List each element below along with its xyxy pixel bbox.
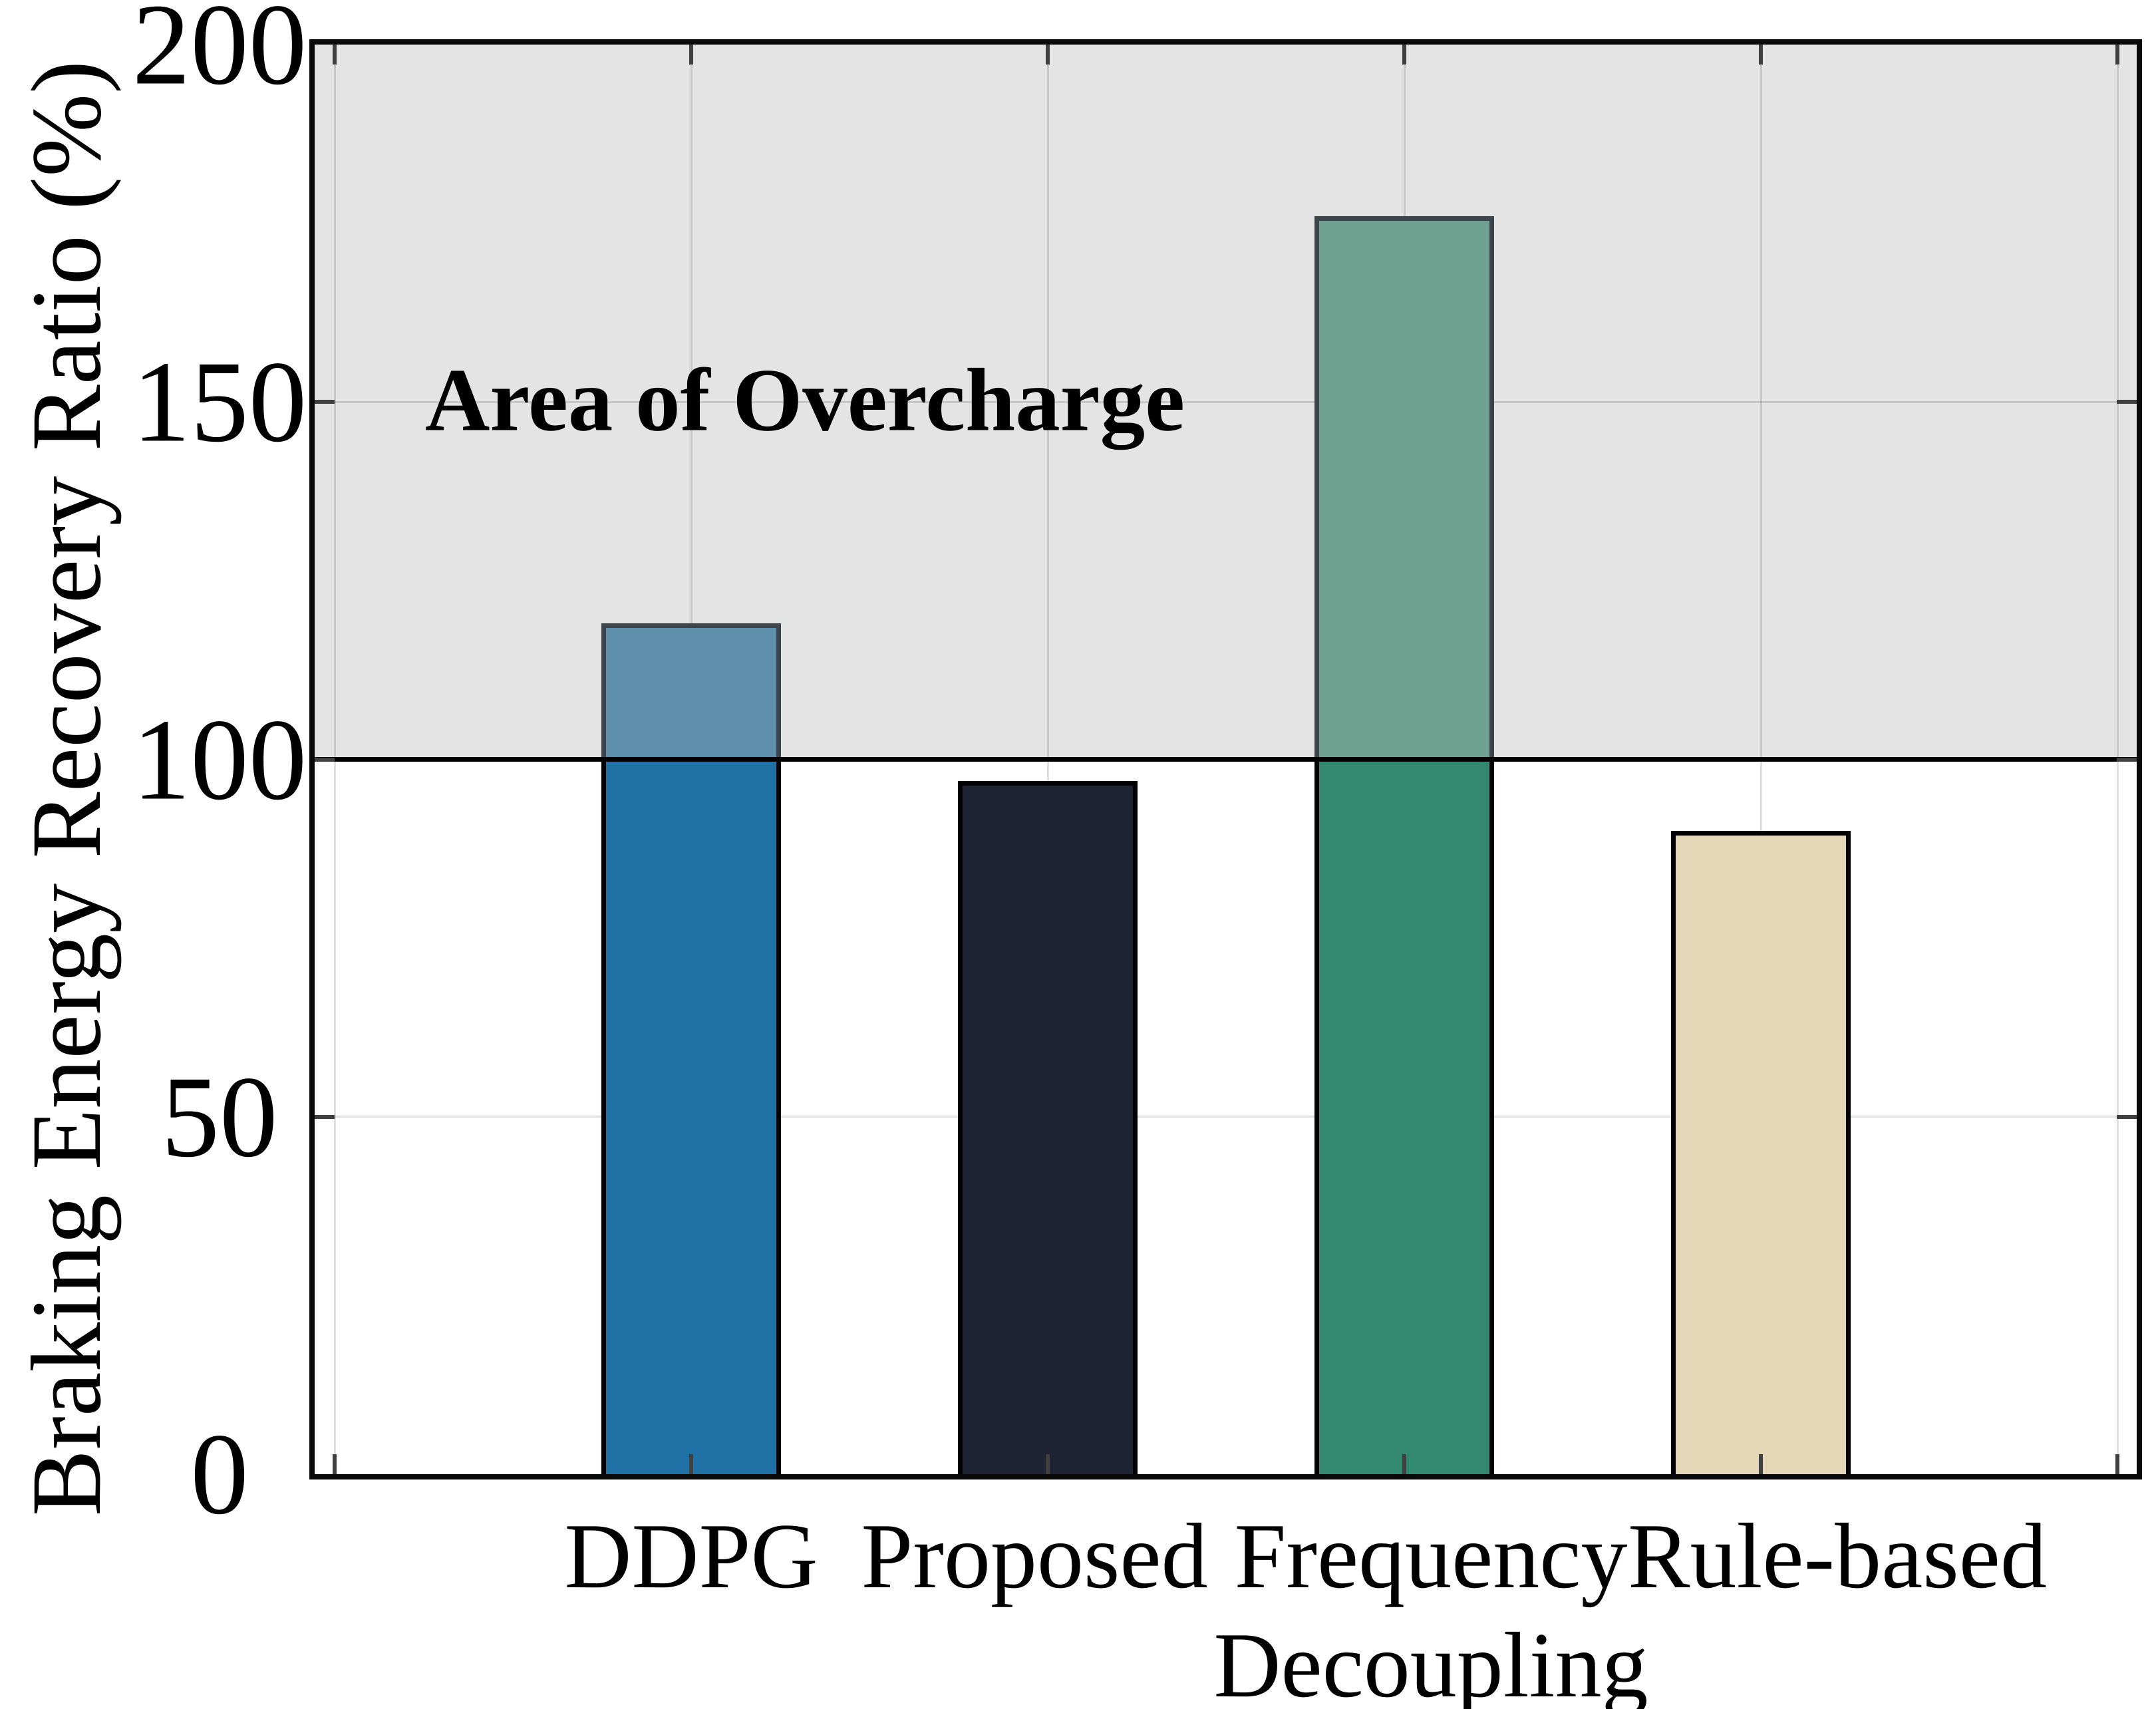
tick-mark [2117, 400, 2137, 404]
tick-mark [2115, 45, 2119, 65]
bar-fill [958, 780, 1138, 1474]
x-tick-label-line: DDPG [564, 1505, 818, 1608]
bar-segment-above-threshold [1314, 216, 1494, 760]
tick-mark [2115, 1454, 2119, 1474]
tick-mark [2117, 1114, 2137, 1119]
bar-segment-below-threshold [601, 759, 781, 1474]
tick-mark [1759, 1454, 1763, 1474]
bar-rule-based [1671, 830, 1851, 1474]
y-tick-label-200: 200 [132, 0, 307, 109]
x-tick-label-proposed: Proposed [861, 1502, 1207, 1611]
bar-proposed [958, 780, 1138, 1474]
tick-mark [2117, 757, 2137, 762]
x-tick-label-line: Frequency [1234, 1505, 1628, 1608]
tick-mark [315, 400, 335, 404]
y-tick-label-150: 150 [132, 337, 307, 466]
tick-mark [1046, 1454, 1050, 1474]
tick-mark [1402, 45, 1406, 65]
y-tick-label-100: 100 [132, 695, 307, 824]
x-tick-label-ddpg: DDPG [564, 1502, 818, 1611]
plot-inner [315, 45, 2137, 1474]
x-tick-label-frequency-decoupling: Frequency Decoupling [1213, 1502, 1648, 1709]
plot-area [309, 39, 2142, 1479]
tick-mark [1402, 1454, 1406, 1474]
annotation-overcharge: Area of Overcharge [424, 351, 1185, 450]
tick-mark [333, 45, 337, 65]
x-tick-label-line: Proposed [861, 1505, 1208, 1608]
tick-mark [315, 757, 335, 762]
tick-mark [689, 45, 693, 65]
tick-mark [1046, 45, 1050, 65]
threshold-line [315, 757, 2137, 762]
x-tick-label-rule-based: Rule-based [1628, 1502, 2047, 1611]
horizontal-gridline [315, 1116, 2137, 1118]
bar-segment-above-threshold [601, 623, 781, 760]
bar-fill [1671, 830, 1851, 1474]
y-axis-label: Braking Energy Recovery Ratio (%) [11, 60, 122, 1517]
x-tick-label-line: Decoupling [1213, 1613, 1648, 1709]
bar-ddpg [601, 623, 781, 1474]
tick-mark [1759, 45, 1763, 65]
y-tick-label-0: 0 [190, 1409, 249, 1539]
tick-mark [333, 1454, 337, 1474]
bar-segment-below-threshold [1314, 759, 1494, 1474]
y-tick-label-50: 50 [161, 1052, 278, 1181]
tick-mark [689, 1454, 693, 1474]
horizontal-gridline [315, 400, 2137, 403]
tick-mark [315, 1114, 335, 1119]
bar-frequency-decoupling [1314, 216, 1494, 1474]
x-tick-label-line: Rule-based [1628, 1505, 2047, 1608]
